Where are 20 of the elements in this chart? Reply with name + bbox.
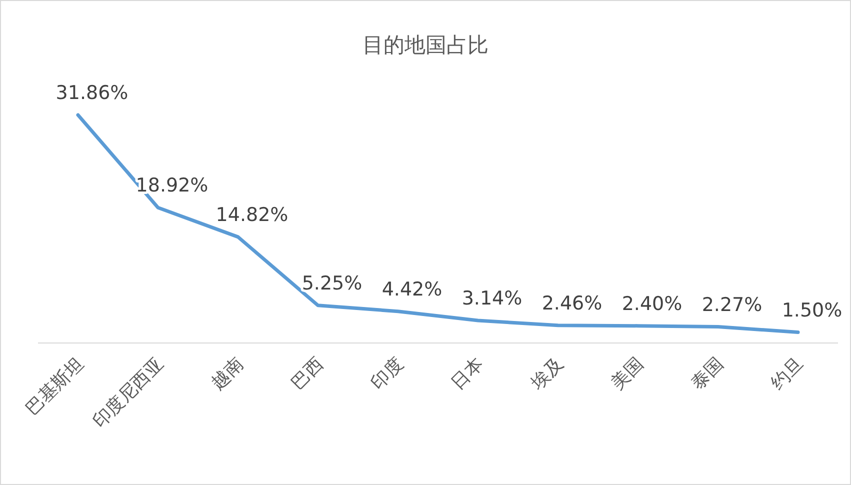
x-tick-label: 日本: [447, 354, 488, 394]
data-label: 1.50%: [782, 299, 842, 322]
x-tick-label: 越南: [207, 354, 248, 394]
x-tick-label: 印度尼西亚: [89, 354, 168, 432]
x-tick-label: 美国: [607, 354, 648, 394]
data-label: 3.14%: [462, 288, 522, 310]
data-label: 2.46%: [542, 292, 602, 314]
x-tick-label: 泰国: [687, 354, 728, 394]
data-label: 14.82%: [216, 204, 288, 226]
x-tick-label: 巴西: [287, 354, 328, 394]
x-tick-label: 印度: [367, 354, 408, 394]
data-label: 2.27%: [702, 294, 762, 316]
data-label: 31.86%: [56, 82, 128, 104]
x-tick-label: 埃及: [526, 354, 568, 395]
x-tick-label: 约旦: [767, 354, 808, 394]
data-label: 2.40%: [622, 292, 682, 315]
data-label: 4.42%: [382, 278, 442, 300]
data-label: 5.25%: [302, 272, 362, 294]
chart-title: 目的地国占比: [362, 33, 488, 57]
x-tick-label: 巴基斯坦: [22, 354, 88, 420]
